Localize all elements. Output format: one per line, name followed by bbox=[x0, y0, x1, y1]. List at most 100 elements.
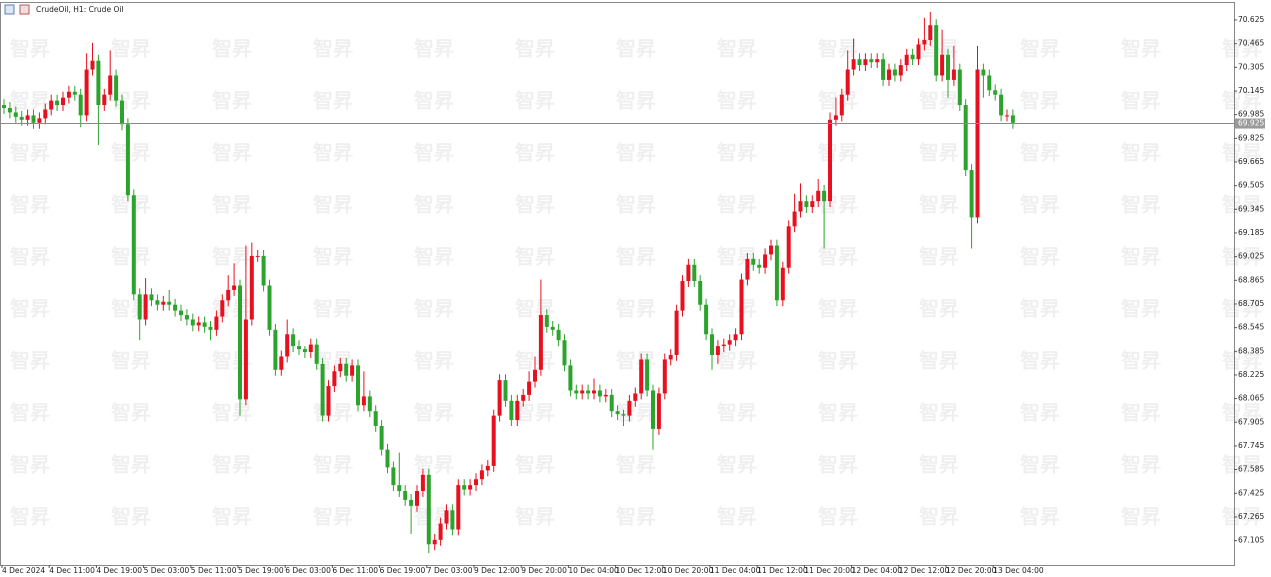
candle-body bbox=[243, 319, 248, 400]
candle-body bbox=[863, 59, 868, 66]
watermark: 智昇 bbox=[212, 245, 252, 269]
candle-body bbox=[662, 359, 667, 394]
candle-body bbox=[66, 91, 71, 98]
candle-body bbox=[291, 334, 296, 347]
watermark: 智昇 bbox=[111, 349, 151, 373]
watermark: 智昇 bbox=[919, 193, 959, 217]
watermark: 智昇 bbox=[818, 297, 858, 321]
candle-body bbox=[320, 363, 325, 416]
candle-body bbox=[7, 108, 12, 113]
x-tick-label: 7 Dec 03:00 bbox=[427, 566, 473, 575]
watermark: 智昇 bbox=[515, 37, 555, 61]
candle-body bbox=[981, 69, 986, 76]
candle-body bbox=[261, 255, 266, 286]
candle-body bbox=[167, 301, 172, 305]
candle-body bbox=[432, 539, 437, 545]
candle-body bbox=[479, 470, 484, 480]
candle-body bbox=[745, 258, 750, 280]
candle-body bbox=[556, 329, 561, 341]
x-tick-label: 9 Dec 20:00 bbox=[521, 566, 567, 575]
candle-body bbox=[928, 25, 933, 40]
watermark: 智昇 bbox=[212, 37, 252, 61]
watermark: 智昇 bbox=[111, 141, 151, 165]
candle-body bbox=[857, 59, 862, 66]
y-tick-label: 67.105 bbox=[1238, 536, 1264, 545]
candle-body bbox=[521, 394, 526, 401]
candle-body bbox=[627, 400, 632, 416]
watermark: 智昇 bbox=[616, 89, 656, 113]
y-tick-label: 68.705 bbox=[1238, 299, 1264, 308]
watermark: 智昇 bbox=[1020, 297, 1060, 321]
candle-body bbox=[798, 201, 803, 212]
y-tick-label: 68.545 bbox=[1238, 323, 1264, 332]
watermark: 智昇 bbox=[1222, 297, 1262, 321]
watermark: 智昇 bbox=[1121, 89, 1161, 113]
watermark: 智昇 bbox=[10, 141, 50, 165]
x-tick-label: 13 Dec 04:00 bbox=[993, 566, 1044, 575]
candle-body bbox=[19, 116, 24, 120]
candle-body bbox=[538, 315, 543, 370]
y-tick-label: 69.985 bbox=[1238, 110, 1264, 119]
candle-body bbox=[285, 334, 290, 357]
watermark: 智昇 bbox=[414, 245, 454, 269]
watermark: 智昇 bbox=[111, 245, 151, 269]
watermark: 智昇 bbox=[111, 401, 151, 425]
watermark: 智昇 bbox=[818, 89, 858, 113]
x-tick-label: 6 Dec 03:00 bbox=[285, 566, 331, 575]
candle-body bbox=[55, 100, 60, 106]
candle-body bbox=[403, 491, 408, 500]
watermark: 智昇 bbox=[717, 453, 757, 477]
candle-body bbox=[137, 294, 142, 320]
watermark: 智昇 bbox=[414, 453, 454, 477]
candle-body bbox=[609, 394, 614, 412]
candle-body bbox=[887, 69, 891, 80]
watermark: 智昇 bbox=[717, 245, 757, 269]
candle-body bbox=[72, 91, 77, 95]
watermark: 智昇 bbox=[10, 297, 50, 321]
y-tick-label: 69.345 bbox=[1238, 204, 1264, 213]
watermark: 智昇 bbox=[616, 193, 656, 217]
candle-body bbox=[833, 115, 838, 120]
candle-body bbox=[202, 322, 207, 327]
watermark: 智昇 bbox=[515, 401, 555, 425]
candle-body bbox=[869, 59, 874, 63]
candle-body bbox=[674, 310, 679, 355]
candle-body bbox=[2, 105, 6, 109]
candle-body bbox=[367, 396, 372, 412]
watermark: 智昇 bbox=[1020, 89, 1060, 113]
watermark: 智昇 bbox=[515, 141, 555, 165]
candle-body bbox=[975, 69, 980, 218]
watermark: 智昇 bbox=[1020, 245, 1060, 269]
watermark: 智昇 bbox=[919, 141, 959, 165]
candle-body bbox=[568, 365, 573, 391]
candle-body bbox=[267, 285, 272, 330]
watermark: 智昇 bbox=[1121, 349, 1161, 373]
x-tick-label: 12 Dec 12:00 bbox=[899, 566, 950, 575]
watermark: 智昇 bbox=[111, 505, 151, 529]
y-tick-label: 69.025 bbox=[1238, 252, 1264, 261]
watermark: 智昇 bbox=[10, 245, 50, 269]
watermark: 智昇 bbox=[717, 401, 757, 425]
candle-body bbox=[226, 289, 231, 301]
candle-body bbox=[13, 112, 18, 117]
candle-body bbox=[391, 467, 396, 486]
watermark: 智昇 bbox=[414, 37, 454, 61]
candle-body bbox=[562, 340, 567, 366]
candle-body bbox=[474, 479, 478, 486]
candle-body bbox=[456, 485, 461, 530]
y-tick-label: 68.065 bbox=[1238, 394, 1264, 403]
candle-body bbox=[120, 100, 124, 125]
x-tick-label: 6 Dec 11:00 bbox=[332, 566, 378, 575]
watermark: 智昇 bbox=[717, 89, 757, 113]
watermark: 智昇 bbox=[1222, 245, 1262, 269]
y-tick-label: 67.905 bbox=[1238, 417, 1264, 426]
watermark: 智昇 bbox=[212, 401, 252, 425]
candle-body bbox=[969, 170, 974, 218]
candle-body bbox=[190, 319, 195, 326]
watermark: 智昇 bbox=[515, 89, 555, 113]
y-tick-label: 67.425 bbox=[1238, 488, 1264, 497]
watermark: 智昇 bbox=[1020, 37, 1060, 61]
watermark: 智昇 bbox=[919, 505, 959, 529]
candle-body bbox=[804, 201, 809, 208]
x-tick-label: 11 Dec 12:00 bbox=[757, 566, 808, 575]
